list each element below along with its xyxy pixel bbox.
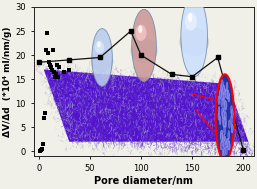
Circle shape (221, 134, 223, 143)
Ellipse shape (97, 41, 101, 48)
Point (55, 63, 59, 66)
Circle shape (231, 124, 233, 132)
Ellipse shape (91, 52, 113, 72)
Circle shape (227, 90, 229, 99)
Point (52, 70, 56, 74)
Circle shape (221, 130, 223, 139)
Circle shape (224, 105, 225, 114)
Circle shape (231, 106, 232, 114)
Point (57, 66, 61, 69)
Circle shape (218, 96, 220, 105)
Circle shape (219, 116, 221, 125)
Point (50, 68, 54, 71)
Circle shape (228, 92, 230, 101)
Circle shape (223, 119, 225, 128)
Point (38, 149, 42, 152)
Circle shape (228, 120, 230, 129)
Circle shape (222, 92, 224, 100)
Circle shape (228, 141, 230, 150)
Ellipse shape (95, 41, 104, 54)
Circle shape (231, 124, 233, 133)
Ellipse shape (180, 28, 209, 56)
Circle shape (224, 136, 226, 145)
Point (54, 73, 58, 76)
Point (41, 143, 45, 146)
Circle shape (228, 142, 230, 150)
Circle shape (225, 112, 226, 120)
Circle shape (224, 140, 225, 149)
Circle shape (218, 111, 220, 120)
Point (39, 149, 43, 152)
Circle shape (223, 85, 225, 93)
Circle shape (222, 108, 223, 116)
Point (45, 32, 49, 35)
Point (62, 70, 66, 74)
Circle shape (220, 84, 222, 92)
Circle shape (223, 111, 224, 119)
Point (46, 51, 50, 54)
Circle shape (222, 110, 224, 119)
Circle shape (220, 141, 222, 150)
Circle shape (224, 116, 226, 125)
Circle shape (219, 89, 222, 98)
Point (48, 63, 52, 66)
Circle shape (223, 139, 225, 147)
Point (47, 61, 51, 64)
Circle shape (221, 133, 223, 142)
Circle shape (222, 88, 224, 97)
Point (43, 111, 47, 114)
Circle shape (231, 115, 232, 124)
Circle shape (222, 148, 224, 157)
Circle shape (225, 90, 227, 98)
Point (56, 75, 60, 78)
Polygon shape (44, 70, 249, 142)
Ellipse shape (138, 25, 142, 33)
Circle shape (221, 98, 223, 107)
Circle shape (222, 80, 223, 88)
Circle shape (221, 130, 222, 139)
Circle shape (226, 139, 228, 147)
Circle shape (226, 146, 227, 155)
Point (40, 147, 44, 150)
Circle shape (223, 119, 225, 128)
Circle shape (223, 118, 224, 126)
Circle shape (223, 97, 225, 105)
Circle shape (216, 74, 234, 161)
Ellipse shape (131, 38, 158, 64)
Point (44, 49, 48, 52)
Circle shape (225, 119, 227, 127)
Circle shape (227, 139, 229, 147)
Point (51, 49, 55, 52)
Circle shape (225, 101, 227, 110)
Point (49, 66, 53, 69)
Ellipse shape (181, 0, 207, 77)
Circle shape (223, 86, 225, 95)
Ellipse shape (135, 25, 146, 41)
X-axis label: Pore diameter/nm: Pore diameter/nm (94, 176, 193, 186)
Circle shape (226, 82, 228, 91)
Point (67, 68, 71, 71)
Point (53, 75, 57, 78)
Circle shape (223, 117, 225, 126)
Point (42, 116, 46, 119)
Y-axis label: ΔV/Δd  (*10⁴ ml/nm/g): ΔV/Δd (*10⁴ ml/nm/g) (4, 26, 13, 137)
Circle shape (228, 93, 230, 102)
Circle shape (219, 91, 221, 99)
Circle shape (227, 139, 229, 147)
Circle shape (224, 100, 226, 109)
Circle shape (224, 126, 226, 135)
Circle shape (218, 106, 220, 115)
Circle shape (227, 90, 229, 98)
Circle shape (231, 109, 233, 118)
Circle shape (224, 89, 226, 98)
Circle shape (224, 147, 226, 156)
Ellipse shape (188, 13, 192, 22)
Ellipse shape (92, 29, 112, 86)
Ellipse shape (132, 9, 156, 81)
Circle shape (224, 101, 226, 109)
Ellipse shape (185, 12, 197, 31)
Circle shape (228, 130, 230, 139)
Circle shape (223, 134, 225, 143)
